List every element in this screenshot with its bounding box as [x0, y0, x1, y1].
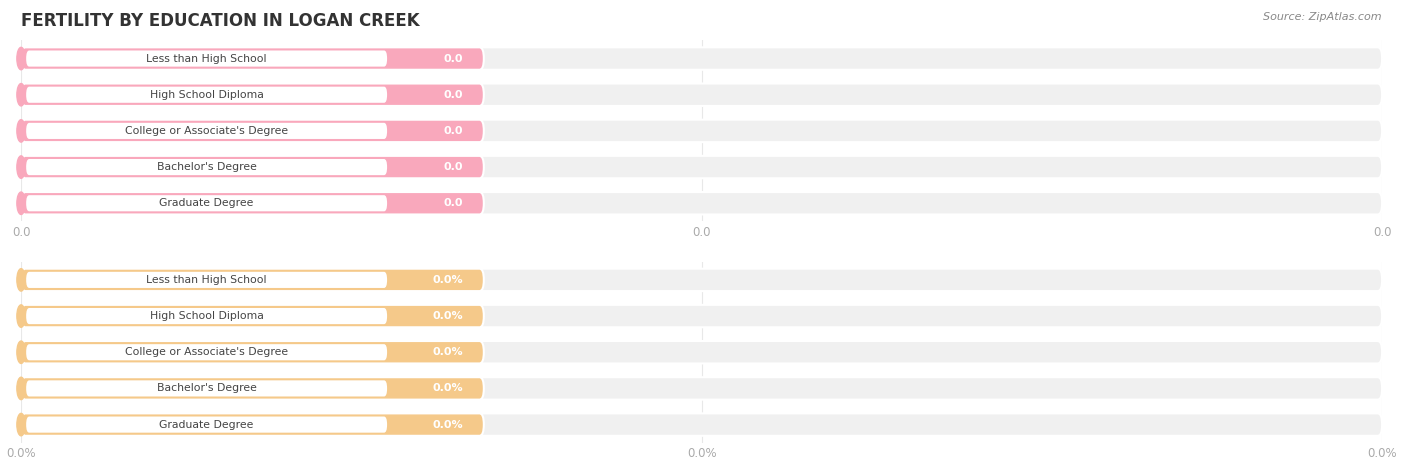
FancyBboxPatch shape	[27, 159, 387, 175]
Text: 0.0%: 0.0%	[433, 383, 464, 394]
Text: College or Associate's Degree: College or Associate's Degree	[125, 347, 288, 357]
FancyBboxPatch shape	[21, 156, 1382, 178]
Text: Graduate Degree: Graduate Degree	[159, 419, 254, 430]
Text: Graduate Degree: Graduate Degree	[159, 198, 254, 208]
FancyBboxPatch shape	[21, 305, 1382, 327]
FancyBboxPatch shape	[21, 305, 484, 327]
FancyBboxPatch shape	[21, 341, 1382, 364]
Text: 0.0%: 0.0%	[433, 419, 464, 430]
FancyBboxPatch shape	[27, 380, 387, 397]
Text: Source: ZipAtlas.com: Source: ZipAtlas.com	[1264, 12, 1382, 22]
Circle shape	[17, 156, 25, 178]
Text: 0.0%: 0.0%	[433, 275, 464, 285]
FancyBboxPatch shape	[21, 341, 484, 364]
FancyBboxPatch shape	[21, 268, 1382, 291]
Circle shape	[17, 305, 25, 327]
FancyBboxPatch shape	[27, 272, 387, 288]
Circle shape	[17, 47, 25, 70]
FancyBboxPatch shape	[27, 416, 387, 433]
FancyBboxPatch shape	[27, 123, 387, 139]
Text: 0.0: 0.0	[444, 162, 464, 172]
FancyBboxPatch shape	[21, 83, 484, 106]
FancyBboxPatch shape	[21, 192, 484, 215]
Text: High School Diploma: High School Diploma	[149, 311, 263, 321]
FancyBboxPatch shape	[21, 156, 484, 178]
FancyBboxPatch shape	[21, 119, 1382, 142]
Circle shape	[17, 413, 25, 436]
Circle shape	[17, 268, 25, 291]
FancyBboxPatch shape	[27, 195, 387, 211]
FancyBboxPatch shape	[21, 377, 484, 400]
FancyBboxPatch shape	[21, 192, 1382, 215]
Text: 0.0: 0.0	[444, 126, 464, 136]
Text: High School Diploma: High School Diploma	[149, 89, 263, 100]
FancyBboxPatch shape	[21, 83, 1382, 106]
Text: Less than High School: Less than High School	[146, 53, 267, 64]
Text: 0.0: 0.0	[444, 53, 464, 64]
Text: FERTILITY BY EDUCATION IN LOGAN CREEK: FERTILITY BY EDUCATION IN LOGAN CREEK	[21, 12, 420, 30]
FancyBboxPatch shape	[27, 308, 387, 324]
Text: College or Associate's Degree: College or Associate's Degree	[125, 126, 288, 136]
Circle shape	[17, 192, 25, 215]
FancyBboxPatch shape	[27, 344, 387, 360]
Circle shape	[17, 83, 25, 106]
FancyBboxPatch shape	[21, 47, 484, 70]
FancyBboxPatch shape	[27, 50, 387, 67]
FancyBboxPatch shape	[21, 413, 484, 436]
FancyBboxPatch shape	[21, 268, 484, 291]
Text: 0.0%: 0.0%	[433, 347, 464, 357]
Text: Bachelor's Degree: Bachelor's Degree	[156, 383, 256, 394]
Text: Bachelor's Degree: Bachelor's Degree	[156, 162, 256, 172]
FancyBboxPatch shape	[27, 87, 387, 103]
Text: 0.0%: 0.0%	[433, 311, 464, 321]
FancyBboxPatch shape	[21, 413, 1382, 436]
FancyBboxPatch shape	[21, 119, 484, 142]
Text: 0.0: 0.0	[444, 198, 464, 208]
FancyBboxPatch shape	[21, 377, 1382, 400]
Text: 0.0: 0.0	[444, 89, 464, 100]
Circle shape	[17, 377, 25, 400]
Circle shape	[17, 119, 25, 142]
FancyBboxPatch shape	[21, 47, 1382, 70]
Circle shape	[17, 341, 25, 364]
Text: Less than High School: Less than High School	[146, 275, 267, 285]
